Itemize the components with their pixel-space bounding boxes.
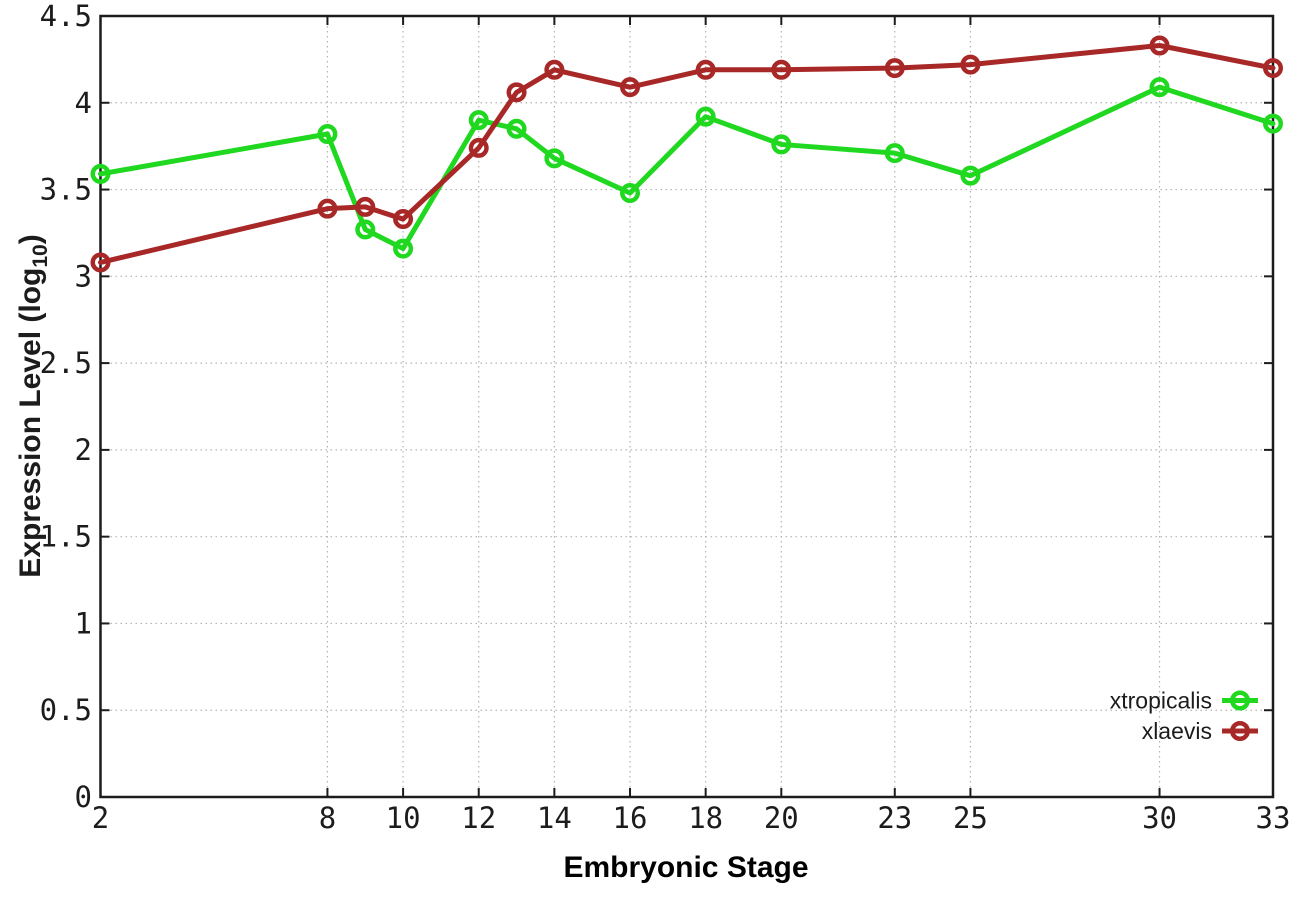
series-line-xlaevis — [98, 43, 1276, 265]
x-tick-label: 23 — [877, 801, 912, 835]
series-xtropicalis — [90, 77, 1283, 259]
data-point-xtropicalis — [960, 165, 981, 186]
data-point-xtropicalis — [1263, 113, 1283, 134]
y-tick-label: 2.5 — [40, 346, 92, 380]
legend-label-xtropicalis: xtropicalis — [1110, 688, 1212, 714]
x-axis-tick-labels: 2 8 10 12 14 16 18 20 23 25 30 33 — [92, 801, 1291, 835]
data-series-layer — [90, 35, 1283, 273]
x-tick-label: 18 — [688, 801, 723, 835]
x-tick-label: 20 — [764, 801, 799, 835]
data-point-xtropicalis — [771, 134, 792, 155]
x-tick-label: 14 — [537, 801, 572, 835]
legend-marker-xlaevis — [1230, 721, 1250, 741]
chart-legend: xtropicalis xlaevis — [1110, 688, 1258, 744]
data-point-xtropicalis — [468, 110, 489, 131]
data-point-xtropicalis — [695, 106, 716, 127]
y-tick-label: 4 — [75, 86, 92, 120]
plot-border — [99, 14, 1275, 799]
data-point-xtropicalis — [90, 163, 111, 184]
x-tick-label: 10 — [386, 801, 421, 835]
data-point-xtropicalis — [544, 148, 565, 169]
legend-entry-xtropicalis: xtropicalis — [1110, 688, 1258, 714]
y-tick-label: 4.5 — [40, 0, 92, 33]
data-point-xlaevis — [506, 82, 527, 103]
legend-entry-xlaevis: xlaevis — [1142, 718, 1258, 744]
y-tick-label: 0 — [75, 780, 92, 814]
y-tick-label: 1.5 — [40, 520, 92, 554]
data-point-xlaevis — [771, 59, 792, 80]
data-point-xlaevis — [90, 252, 111, 273]
x-tick-label: 2 — [92, 801, 109, 835]
data-point-xtropicalis — [620, 183, 641, 204]
data-point-xtropicalis — [884, 143, 905, 164]
series-xlaevis — [90, 35, 1283, 273]
x-tick-label: 12 — [461, 801, 496, 835]
data-point-xtropicalis — [1149, 77, 1170, 98]
data-point-xtropicalis — [506, 118, 527, 139]
data-point-xlaevis — [960, 54, 981, 75]
data-point-xlaevis — [393, 209, 414, 230]
x-axis-title: Embryonic Stage — [563, 851, 808, 884]
series-line-xtropicalis — [98, 84, 1276, 252]
x-tick-label: 8 — [319, 801, 336, 835]
data-point-xlaevis — [468, 137, 489, 158]
y-tick-label: 1 — [75, 606, 92, 640]
data-point-xlaevis — [317, 198, 338, 219]
data-point-xlaevis — [884, 58, 905, 79]
legend-marker-xtropicalis — [1230, 690, 1250, 711]
axis-tick-marks — [99, 15, 1274, 798]
y-axis-title: Expression Level (log10) — [14, 234, 52, 577]
y-tick-label: 0.5 — [40, 693, 92, 727]
data-point-xlaevis — [1263, 58, 1283, 79]
y-tick-label: 3.5 — [40, 173, 92, 207]
data-point-xtropicalis — [317, 124, 338, 145]
legend-label-xlaevis: xlaevis — [1142, 718, 1212, 744]
y-tick-label: 2 — [75, 433, 92, 467]
data-point-xtropicalis — [355, 219, 376, 240]
data-point-xlaevis — [1149, 35, 1170, 56]
data-point-xlaevis — [544, 59, 565, 80]
y-tick-label: 3 — [75, 259, 92, 293]
data-point-xlaevis — [695, 59, 716, 80]
x-tick-label: 33 — [1256, 801, 1291, 835]
x-tick-label: 30 — [1142, 801, 1177, 835]
data-point-xtropicalis — [393, 238, 414, 259]
data-point-xlaevis — [620, 77, 641, 98]
x-tick-label: 16 — [613, 801, 648, 835]
y-axis-tick-labels: 0 0.5 1 1.5 2 2.5 3 3.5 4 4.5 — [40, 0, 92, 814]
x-tick-label: 25 — [953, 801, 988, 835]
data-point-xlaevis — [355, 196, 376, 217]
